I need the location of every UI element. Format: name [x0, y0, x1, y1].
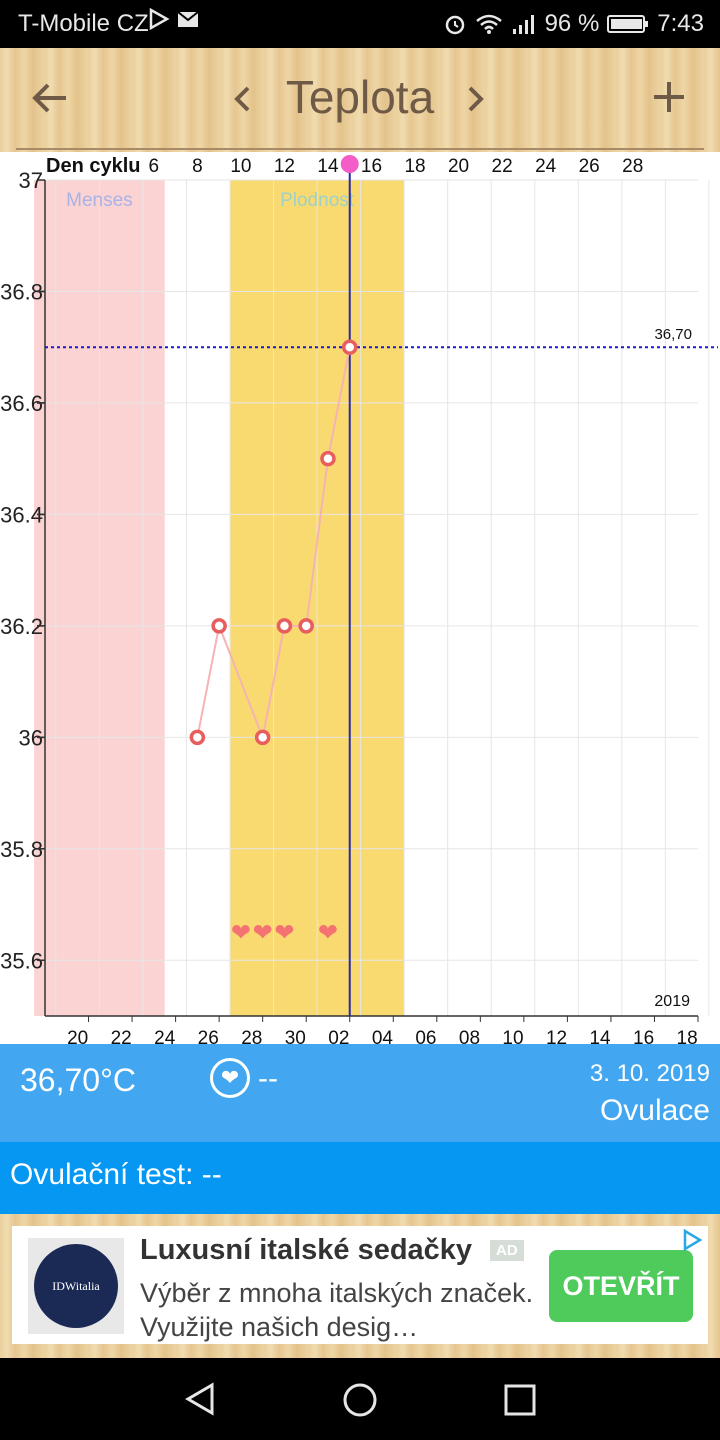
- y-tick-label: 36.8: [0, 279, 43, 304]
- chevron-right-icon[interactable]: [466, 84, 486, 114]
- ovulation-test-label: Ovulační test: --: [10, 1158, 222, 1191]
- ad-badge: AD: [490, 1240, 524, 1261]
- carrier-name: T-Mobile CZ: [18, 10, 149, 37]
- y-tick-label: 37: [19, 168, 43, 193]
- date-tick: 08: [459, 1028, 480, 1044]
- wifi-icon: [475, 14, 502, 34]
- cycle-day-tick: 18: [404, 156, 425, 177]
- recents-square-icon[interactable]: [504, 1384, 536, 1416]
- status-bar: T-Mobile CZ 96 % 7:43: [0, 0, 720, 48]
- cycle-day-tick: 16: [361, 156, 382, 177]
- y-tick-label: 35.6: [0, 948, 43, 973]
- cycle-phase: Ovulace: [599, 1094, 710, 1127]
- heart-icon: ❤: [231, 918, 251, 946]
- cycle-day-tick: 14: [317, 156, 339, 177]
- cycle-day-tick: 6: [149, 156, 160, 177]
- date-tick: 22: [111, 1028, 132, 1044]
- temperature-value: 36,70°C: [20, 1062, 136, 1098]
- cycle-day-tick: 8: [192, 156, 203, 177]
- heart-icon: ❤: [253, 918, 273, 946]
- cycle-day-tick: 22: [492, 156, 513, 177]
- play-store-icon: [149, 8, 170, 30]
- date-tick: 18: [677, 1028, 698, 1044]
- date-tick: 02: [328, 1028, 349, 1044]
- ad-card[interactable]: IDWitalia Luxusní italské sedačky AD Výb…: [12, 1226, 708, 1344]
- status-right: 96 % 7:43: [443, 10, 704, 38]
- ovulation-marker: [340, 155, 359, 173]
- date-tick: 26: [198, 1028, 219, 1044]
- system-nav-bar: [0, 1358, 720, 1440]
- page-title: Teplota: [285, 71, 435, 123]
- date-tick: 06: [415, 1028, 436, 1044]
- status-notification-icons: [148, 8, 200, 30]
- cycle-day-tick: 24: [535, 156, 557, 177]
- ovulation-test-bar[interactable]: Ovulační test: --: [0, 1142, 720, 1214]
- ad-title[interactable]: Luxusní italské sedačky: [140, 1234, 473, 1266]
- date-tick: 20: [67, 1028, 88, 1044]
- y-tick-label: 36.6: [0, 391, 43, 416]
- date-tick: 12: [546, 1028, 567, 1044]
- cycle-day-tick: 12: [274, 156, 295, 177]
- signal-icon: [512, 15, 534, 34]
- band-label: Plodnost: [280, 190, 355, 211]
- ad-logo[interactable]: IDWitalia: [28, 1238, 124, 1334]
- intercourse-value: --: [258, 1062, 278, 1095]
- cycle-day-tick: 26: [579, 156, 600, 177]
- alarm-icon: [445, 15, 464, 35]
- temperature-point: [341, 339, 358, 355]
- ad-logo-text: IDWitalia: [34, 1244, 118, 1328]
- heart-circle-icon: ❤: [210, 1058, 250, 1098]
- date-tick: 04: [372, 1028, 394, 1044]
- top-axis-label: Den cyklu: [46, 155, 140, 177]
- adchoices-icon[interactable]: [680, 1228, 704, 1252]
- temperature-point: [189, 729, 206, 746]
- date-tick: 30: [285, 1028, 306, 1044]
- band-label: Menses: [66, 190, 133, 211]
- battery-icon: [607, 15, 649, 33]
- ad-banner: IDWitalia Luxusní italské sedačky AD Výb…: [0, 1214, 720, 1358]
- y-tick-label: 36.4: [0, 502, 43, 527]
- battery-percent: 96 %: [544, 10, 600, 37]
- plus-icon[interactable]: [652, 80, 686, 114]
- mail-icon: [177, 11, 199, 27]
- temperature-chart-container[interactable]: 37 36.8 36.6 36.4 36.2 36 35.8 35.6 Menses Plodno…: [0, 152, 720, 1044]
- y-tick-label: 36.2: [0, 614, 43, 639]
- temperature-point: [320, 450, 336, 467]
- temperature-point: [211, 618, 227, 634]
- cycle-day-tick: 20: [448, 156, 469, 177]
- y-tick-label: 35.8: [0, 837, 43, 862]
- date-tick: 28: [241, 1028, 262, 1044]
- selected-date: 3. 10. 2019: [589, 1060, 710, 1087]
- date-tick: 16: [633, 1028, 654, 1044]
- year-label: 2019: [654, 993, 690, 1010]
- toolbar-divider: [16, 148, 704, 150]
- threshold-label: 36,70: [654, 326, 692, 343]
- app-toolbar: Teplota: [0, 48, 720, 152]
- home-circle-icon[interactable]: [342, 1382, 378, 1418]
- ad-description: Výběr z mnoha italských značek. Využijte…: [140, 1278, 534, 1342]
- chevron-left-icon[interactable]: [232, 84, 252, 114]
- cycle-day-tick: 28: [622, 156, 643, 177]
- date-tick: 14: [589, 1028, 611, 1044]
- date-tick: 10: [502, 1028, 523, 1044]
- back-triangle-icon[interactable]: [184, 1382, 216, 1416]
- temperature-point: [276, 618, 293, 634]
- ad-open-button[interactable]: OTEVŘÍT: [549, 1250, 693, 1322]
- heart-icon: ❤: [318, 918, 338, 946]
- temperature-point: [298, 618, 314, 634]
- clock: 7:43: [657, 10, 704, 37]
- arrow-left-icon[interactable]: [30, 80, 70, 116]
- cycle-day-tick: 10: [230, 156, 251, 177]
- heart-icon: ❤: [274, 918, 294, 946]
- temperature-point: [254, 729, 271, 746]
- date-tick: 24: [154, 1028, 176, 1044]
- day-info-bar[interactable]: 36,70°C ❤ -- 3. 10. 2019 Ovulace: [0, 1044, 720, 1142]
